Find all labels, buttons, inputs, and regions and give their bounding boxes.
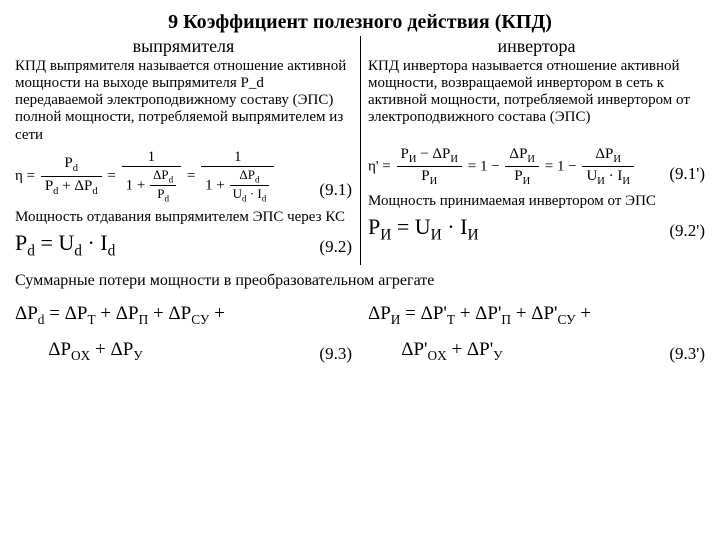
eq-9-1-row: η = PdPd + ΔPd = 1 1 + ΔPdPd = 1 1 + ΔPd…	[15, 148, 352, 205]
inverter-column: инвертора КПД инвертора называется отнош…	[360, 36, 705, 265]
sum-losses-row: ΔPd = ΔPТ + ΔPП + ΔPСУ + ΔPOX + ΔPУ (9.3…	[15, 292, 705, 372]
rectifier-column: выпрямителя КПД выпрямителя называется о…	[15, 36, 360, 265]
eq-9-3-row: ΔPd = ΔPТ + ΔPП + ΔPСУ + ΔPOX + ΔPУ (9.3…	[15, 296, 352, 368]
inverter-power-label: Мощность принимаемая инвертором от ЭПС	[368, 193, 705, 210]
inverter-subhead: инвертора	[368, 36, 705, 58]
rectifier-definition: КПД выпрямителя называется отношение акт…	[15, 58, 352, 144]
page-title: 9 Коэффициент полезного действия (КПД)	[15, 10, 705, 34]
eq-9-1p: η' = PИ − ΔPИPИ = 1 − ΔPИPИ = 1 − ΔPИUИ …	[368, 145, 636, 189]
eq-9-1-number: (9.1)	[313, 180, 352, 204]
eq-9-2p-number: (9.2')	[663, 221, 705, 245]
eq-9-1: η = PdPd + ΔPd = 1 1 + ΔPdPd = 1 1 + ΔPd…	[15, 148, 276, 205]
eq-9-2-number: (9.2)	[313, 237, 352, 261]
two-column-section: выпрямителя КПД выпрямителя называется о…	[15, 36, 705, 265]
eq-9-2p: PИ = UИ · IИ	[368, 214, 479, 245]
column-divider	[360, 36, 361, 265]
sum-losses-title: Суммарные потери мощности в преобразоват…	[15, 271, 705, 290]
eq-9-3p-row: ΔPИ = ΔP'Т + ΔP'П + ΔP'СУ + ΔP'OX + ΔP'У…	[368, 296, 705, 368]
eq-9-3p-number: (9.3')	[663, 344, 705, 368]
eq-9-2p-row: PИ = UИ · IИ (9.2')	[368, 214, 705, 245]
rectifier-subhead: выпрямителя	[15, 36, 352, 58]
eq-9-1p-number: (9.1')	[663, 164, 705, 188]
rectifier-power-label: Мощность отдавания выпрямителем ЭПС чере…	[15, 209, 352, 226]
eq-9-2-row: Pd = Ud · Id (9.2)	[15, 230, 352, 261]
inverter-definition: КПД инвертора называется отношение актив…	[368, 58, 705, 127]
eq-9-2: Pd = Ud · Id	[15, 230, 115, 261]
eq-9-3p: ΔPИ = ΔP'Т + ΔP'П + ΔP'СУ + ΔP'OX + ΔP'У	[368, 296, 591, 368]
eq-9-1p-row: η' = PИ − ΔPИPИ = 1 − ΔPИPИ = 1 − ΔPИUИ …	[368, 145, 705, 189]
eq-9-3-number: (9.3)	[313, 344, 352, 368]
eq-9-3: ΔPd = ΔPТ + ΔPП + ΔPСУ + ΔPOX + ΔPУ	[15, 296, 225, 368]
